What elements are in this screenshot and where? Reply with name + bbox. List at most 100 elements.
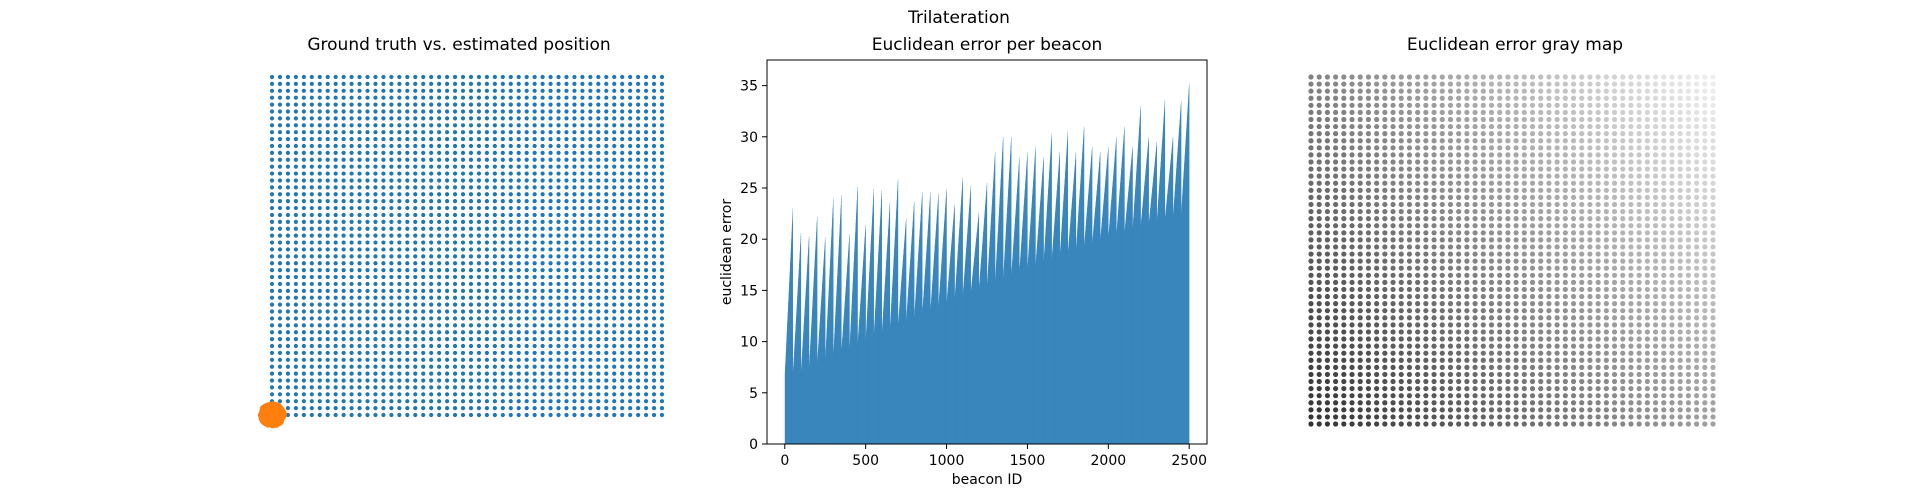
ground-truth-point [445,226,450,231]
ground-truth-point [500,130,505,135]
ground-truth-point [269,337,275,342]
ground-truth-point [389,164,394,169]
ground-truth-point [389,288,394,293]
ground-truth-point [612,371,617,376]
ground-truth-point [492,212,497,218]
ground-truth-point [397,157,402,162]
ground-truth-point [317,330,322,335]
ground-truth-point [445,295,450,300]
ground-truth-point [572,74,577,80]
ground-truth-point [643,392,649,397]
ground-truth-point [524,412,529,418]
ground-truth-point [508,178,513,183]
ground-truth-point [532,385,537,390]
ground-truth-point [564,157,569,162]
ground-truth-point [397,136,402,142]
ground-truth-point [445,309,450,314]
ground-truth-point [301,337,306,342]
ground-truth-point [421,406,426,411]
ground-truth-point [620,88,625,93]
ground-truth-point [413,406,418,411]
ground-truth-point [612,350,617,356]
ground-truth-point [636,316,641,321]
ground-truth-point [421,268,426,273]
ground-truth-point [500,143,505,149]
ground-truth-point [651,288,657,293]
ground-truth-point [556,274,561,280]
ground-truth-point [628,343,633,349]
ground-truth-point [524,205,529,211]
ground-truth-point [516,74,521,80]
ground-truth-point [516,164,521,169]
ground-truth-point [365,247,370,252]
ground-truth-point [301,143,306,149]
ground-truth-point [397,392,402,397]
ground-truth-point [556,143,561,149]
estimated-point [275,405,282,412]
ground-truth-point [620,178,625,183]
ground-truth-point [381,205,386,211]
ground-truth-point [508,240,513,245]
ground-truth-point [476,385,482,390]
ground-truth-point [405,192,410,197]
ground-truth-point [516,378,521,383]
ground-truth-point [421,233,426,238]
ground-truth-point [309,357,314,362]
ground-truth-point [564,116,569,121]
ground-truth-point [357,385,362,390]
ground-truth-point [468,192,474,197]
ground-truth-point [596,178,601,183]
ground-truth-point [429,136,434,142]
ground-truth-point [468,288,474,293]
ground-truth-point [429,199,434,204]
ground-truth-point [468,274,474,280]
ground-truth-point [365,102,370,107]
ground-truth-point [643,102,649,107]
ground-truth-point [285,281,291,287]
ground-truth-point [636,205,641,211]
ground-truth-point [365,261,370,266]
ground-truth-point [413,74,418,80]
ground-truth-point [468,109,474,114]
ground-truth-point [301,205,306,211]
ground-truth-point [333,371,338,376]
ground-truth-point [572,205,577,211]
ground-truth-point [325,288,330,293]
ground-truth-point [548,337,553,342]
ground-truth-point [325,192,330,197]
ground-truth-point [548,378,553,383]
ground-truth-point [397,205,402,211]
ground-truth-point [651,295,657,300]
ground-truth-point [548,385,553,390]
ground-truth-point [277,212,283,218]
ground-truth-point [564,330,569,335]
ground-truth-point [301,288,306,293]
ground-truth-point [413,226,418,231]
ground-truth-point [548,205,553,211]
ground-truth-point [460,192,466,197]
ground-truth-point [309,185,314,190]
ground-truth-point [293,295,298,300]
ground-truth-point [540,157,545,162]
ground-truth-point [285,343,291,349]
ground-truth-point [460,81,466,86]
ground-truth-point [612,164,617,169]
ground-truth-point [532,364,537,369]
ground-truth-point [651,150,657,155]
ground-truth-point [293,143,298,149]
ground-truth-point [588,226,593,231]
ground-truth-point [580,371,585,376]
ground-truth-point [500,123,505,128]
ground-truth-point [405,385,410,390]
ground-truth-point [452,274,458,280]
ground-truth-point [293,150,298,155]
ground-truth-point [445,364,450,369]
ground-truth-point [421,309,426,314]
ground-truth-point [429,212,434,218]
ground-truth-point [429,240,434,245]
ground-truth-point [596,171,601,176]
ground-truth-point [620,412,625,418]
ground-truth-point [389,74,394,80]
ground-truth-point [468,371,474,376]
ground-truth-point [397,364,402,369]
